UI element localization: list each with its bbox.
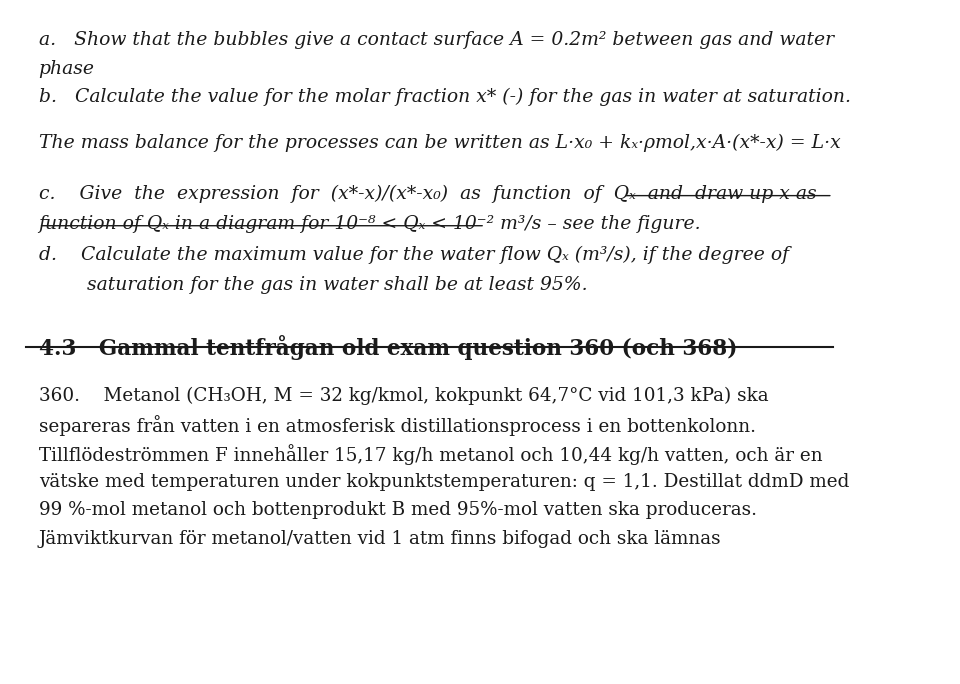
Text: saturation for the gas in water shall be at least 95%.: saturation for the gas in water shall be…: [38, 276, 588, 293]
Text: a.   Show that the bubbles give a contact surface A = 0.2m² between gas and wate: a. Show that the bubbles give a contact …: [38, 31, 833, 49]
Text: d.    Calculate the maximum value for the water flow Qₓ (m³/s), if the degree of: d. Calculate the maximum value for the w…: [38, 246, 789, 265]
Text: 99 %-mol metanol och bottenprodukt B med 95%-mol vatten ska produceras.: 99 %-mol metanol och bottenprodukt B med…: [38, 501, 756, 519]
Text: 360.    Metanol (CH₃OH, M = 32 kg/kmol, kokpunkt 64,7°C vid 101,3 kPa) ska: 360. Metanol (CH₃OH, M = 32 kg/kmol, kok…: [38, 386, 768, 405]
Text: b.   Calculate the value for the molar fraction x* (-) for the gas in water at s: b. Calculate the value for the molar fra…: [38, 88, 851, 106]
Text: function of Qₓ in a diagram for 10⁻⁸ < Qₓ < 10⁻² m³/s – see the figure.: function of Qₓ in a diagram for 10⁻⁸ < Q…: [38, 215, 701, 233]
Text: vätske med temperaturen under kokpunktstemperaturen: q = 1,1. Destillat ddmD med: vätske med temperaturen under kokpunktst…: [38, 473, 849, 490]
Text: Tillflödeströmmen F innehåller 15,17 kg/h metanol och 10,44 kg/h vatten, och är : Tillflödeströmmen F innehåller 15,17 kg/…: [38, 444, 823, 465]
Text: separeras från vatten i en atmosferisk distillationsprocess i en bottenkolonn.: separeras från vatten i en atmosferisk d…: [38, 415, 756, 436]
Text: The mass balance for the processes can be written as L·x₀ + kₓ·ρmol,x·A·(x*-x) =: The mass balance for the processes can b…: [38, 133, 840, 152]
Text: Jämviktkurvan för metanol/vatten vid 1 atm finns bifogad och ska lämnas: Jämviktkurvan för metanol/vatten vid 1 a…: [38, 530, 721, 548]
Text: 4.3   Gammal tentfrågan old exam question 360 (och 368): 4.3 Gammal tentfrågan old exam question …: [38, 335, 737, 360]
Text: phase: phase: [38, 60, 95, 78]
Text: c.    Give  the  expression  for  (x*-x)/(x*-x₀)  as  function  of  Qₓ  and  dra: c. Give the expression for (x*-x)/(x*-x₀…: [38, 185, 816, 203]
